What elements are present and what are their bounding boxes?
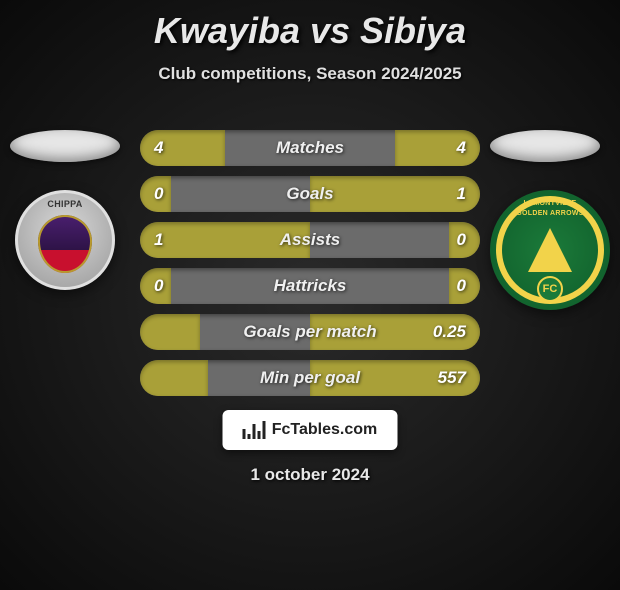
- page-title: Kwayiba vs Sibiya: [0, 10, 620, 52]
- right-oval: [490, 130, 600, 162]
- stat-label: Hattricks: [140, 276, 480, 296]
- left-club-crest: CHIPPA: [15, 190, 115, 290]
- left-oval: [10, 130, 120, 162]
- stat-row: 44Matches: [140, 130, 480, 166]
- stat-row: 557Min per goal: [140, 360, 480, 396]
- chart-icon: [243, 421, 266, 439]
- left-player-column: CHIPPA: [10, 130, 120, 290]
- right-crest-text-1: LAMONTVILLE: [490, 200, 610, 207]
- stat-label: Min per goal: [140, 368, 480, 388]
- subtitle: Club competitions, Season 2024/2025: [0, 64, 620, 84]
- stat-label: Assists: [140, 230, 480, 250]
- stat-row: 10Assists: [140, 222, 480, 258]
- stat-label: Matches: [140, 138, 480, 158]
- stat-row: 01Goals: [140, 176, 480, 212]
- footer-brand-badge[interactable]: FcTables.com: [223, 410, 398, 450]
- right-crest-text-2: GOLDEN ARROWS: [490, 210, 610, 217]
- stat-row: 00Hattricks: [140, 268, 480, 304]
- right-club-crest: LAMONTVILLE GOLDEN ARROWS FC: [490, 190, 610, 310]
- stat-label: Goals: [140, 184, 480, 204]
- stats-container: 44Matches 01Goals 10Assists 00Hattricks 0.25…: [140, 130, 480, 406]
- right-crest-fc: FC: [537, 276, 563, 302]
- footer-brand-text: FcTables.com: [272, 421, 378, 439]
- stat-label: Goals per match: [140, 322, 480, 342]
- left-crest-text: CHIPPA: [18, 199, 112, 209]
- right-player-column: LAMONTVILLE GOLDEN ARROWS FC: [490, 130, 610, 310]
- stat-row: 0.25Goals per match: [140, 314, 480, 350]
- date-text: 1 october 2024: [0, 465, 620, 485]
